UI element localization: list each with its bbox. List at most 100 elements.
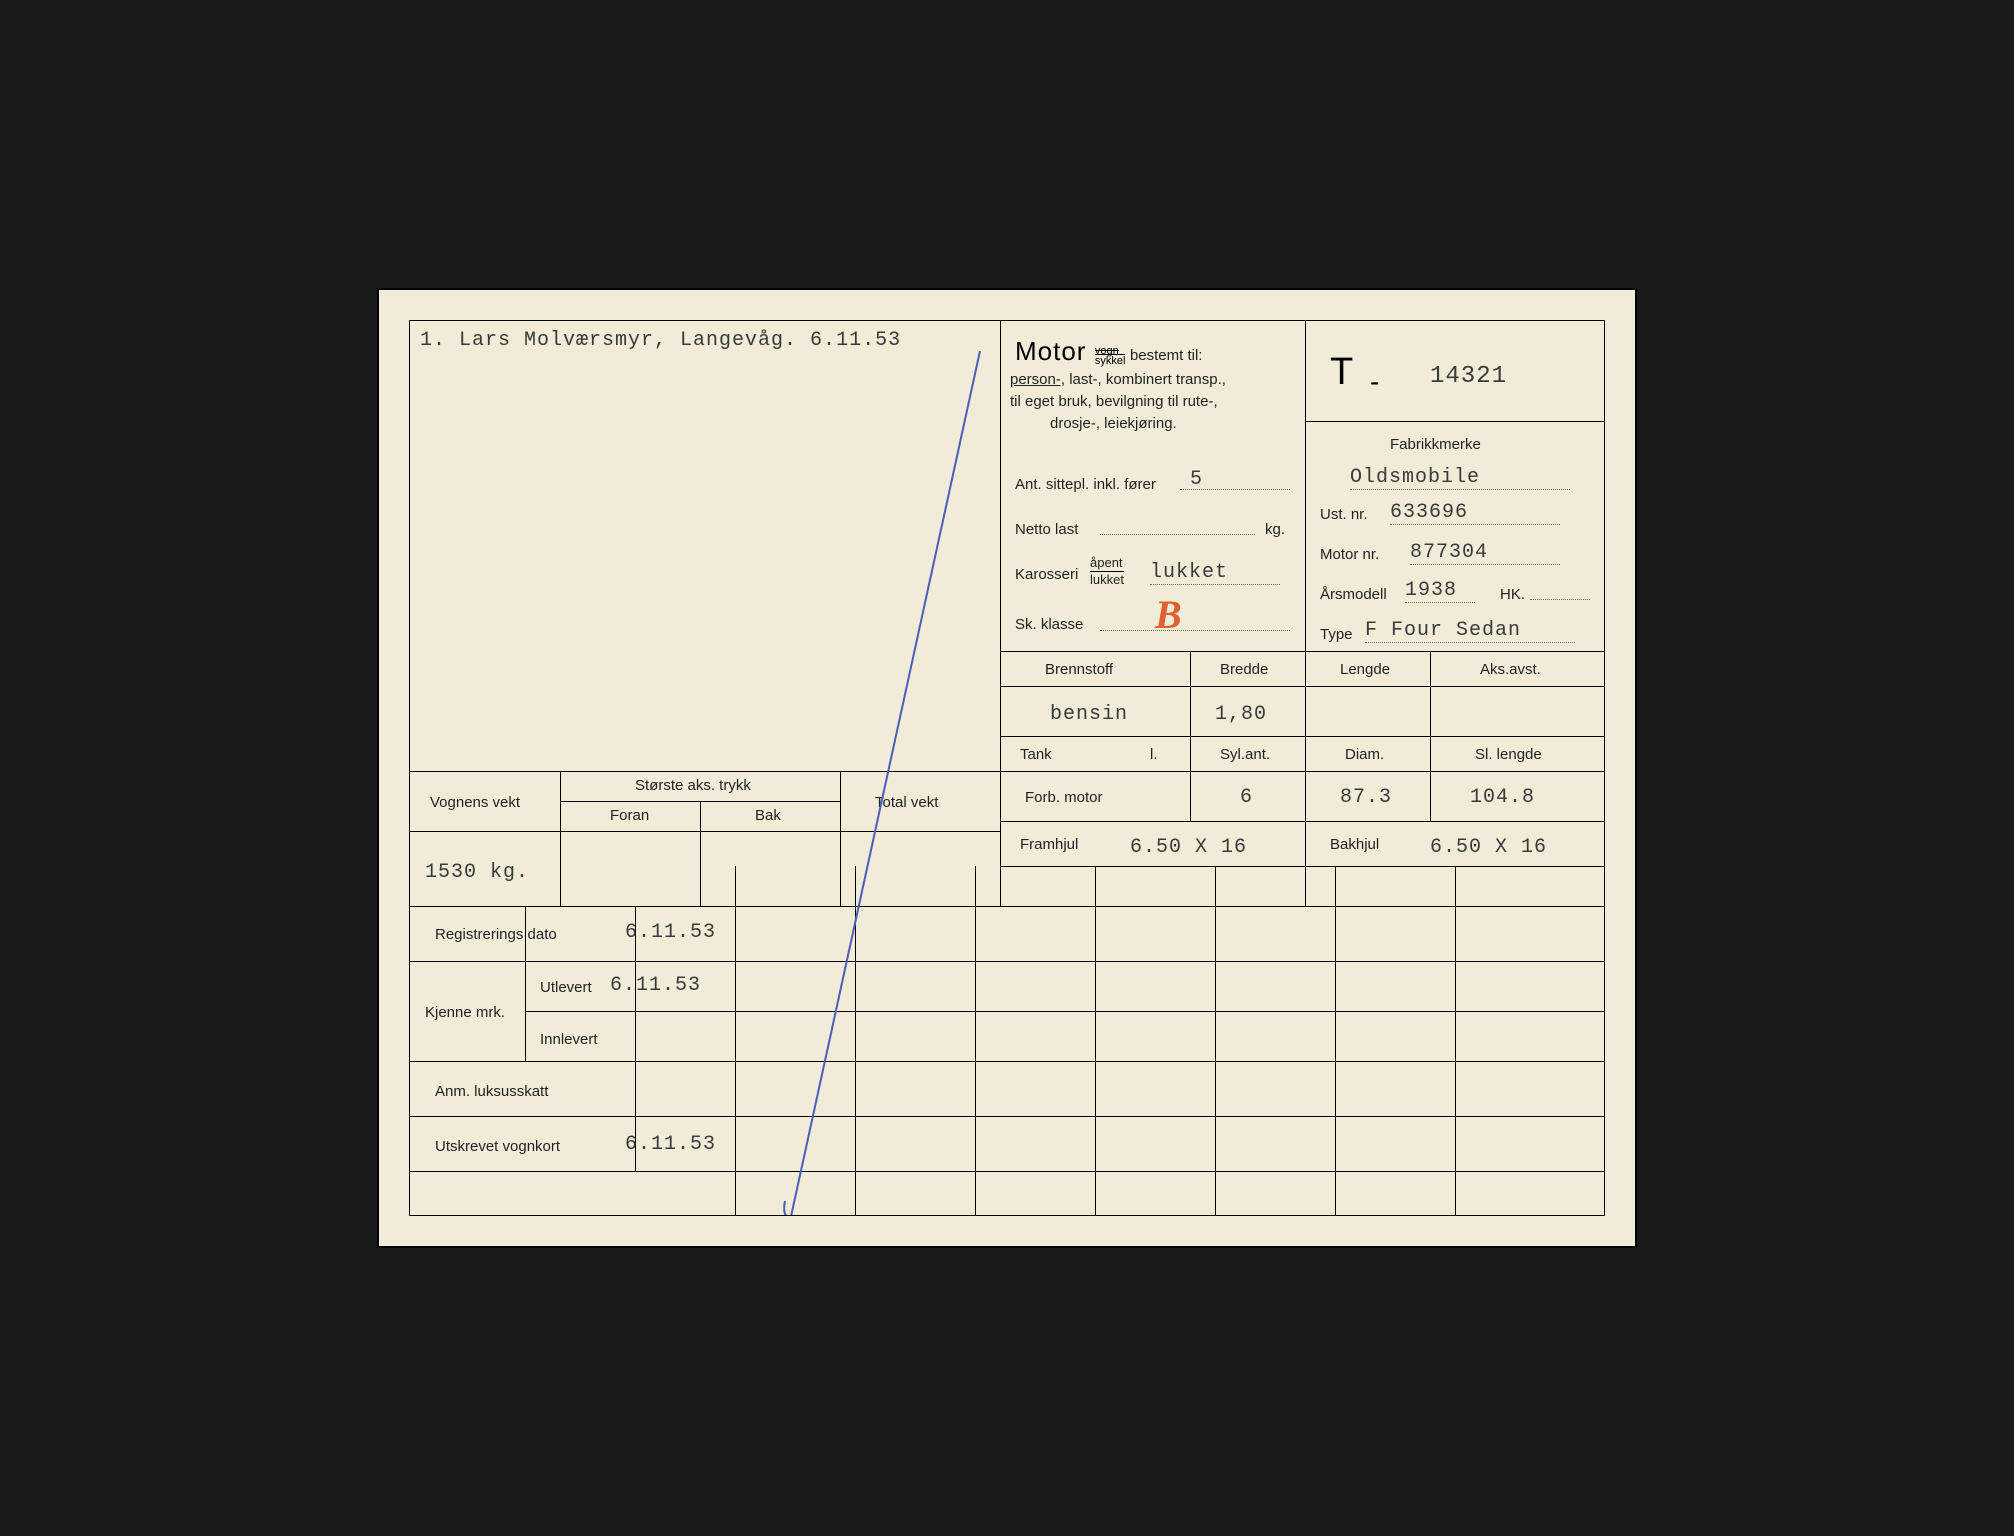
motornr-label: Motor nr. — [1320, 546, 1379, 563]
motor-line4: drosje-, leiekjøring. — [1050, 415, 1177, 432]
vb2 — [735, 866, 736, 1215]
vb8 — [1455, 866, 1456, 1215]
skklasse-line — [1100, 630, 1290, 631]
motor-line3: til eget bruk, bevilgning til rute-, — [1010, 393, 1300, 410]
sllengde-value: 104.8 — [1470, 786, 1535, 809]
forbmotor-label: Forb. motor — [1025, 789, 1103, 806]
owner-line: 1. Lars Molværsmyr, Langevåg. 6.11.53 — [420, 329, 901, 352]
regdato-value: 6.11.53 — [625, 921, 716, 944]
type-value: F Four Sedan — [1365, 619, 1575, 643]
h-spec4 — [1000, 771, 1604, 772]
utskrevet-value: 6.11.53 — [625, 1133, 716, 1156]
sykkel-label: sykkel — [1095, 354, 1126, 367]
anm-label: Anm. luksusskatt — [435, 1083, 548, 1100]
vs1 — [1190, 651, 1191, 821]
lengde-label: Lengde — [1340, 661, 1390, 678]
nettolast-line — [1100, 534, 1255, 535]
sllengde-label: Sl. lengde — [1475, 746, 1542, 763]
sylant-value: 6 — [1240, 786, 1253, 809]
ustnr-value: 633696 — [1390, 501, 1560, 525]
h-wt1 — [410, 771, 1000, 772]
hk-value — [1530, 586, 1590, 600]
diam-value: 87.3 — [1340, 786, 1392, 809]
motornr-value: 877304 — [1410, 541, 1560, 565]
ustnr-label: Ust. nr. — [1320, 506, 1368, 523]
registration-card: 1. Lars Molværsmyr, Langevåg. 6.11.53 T … — [377, 288, 1637, 1248]
motor-line2: person-, last-, kombinert transp., — [1010, 371, 1300, 388]
hb2 — [525, 1011, 1604, 1012]
motor-block: Motor vogn sykkel bestemt til: — [1015, 336, 1202, 367]
h-spec2 — [1000, 686, 1604, 687]
framhjul-label: Framhjul — [1020, 836, 1078, 853]
vb7 — [1335, 866, 1336, 1215]
regdato-label: Registrerings dato — [435, 926, 557, 943]
h-wt3 — [410, 831, 1000, 832]
sylant-label: Syl.ant. — [1220, 746, 1270, 763]
karosseri-label: Karosseri — [1015, 566, 1078, 583]
hb4 — [410, 1116, 1604, 1117]
motor-title: Motor — [1015, 336, 1086, 366]
h-spec6 — [1000, 866, 1604, 867]
utlevert-value: 6.11.53 — [610, 974, 701, 997]
skklasse-value: B — [1155, 591, 1182, 638]
foran-label: Foran — [610, 807, 649, 824]
brennstoff-value: bensin — [1050, 703, 1128, 726]
vw3 — [840, 771, 841, 906]
v1 — [1000, 321, 1001, 906]
vb4 — [975, 866, 976, 1215]
type-label: Type — [1320, 626, 1353, 643]
arsmodell-label: Årsmodell — [1320, 586, 1387, 603]
strike-svg — [410, 321, 1604, 1215]
plate-dash: - — [1370, 366, 1379, 398]
bakhjul-value: 6.50 X 16 — [1430, 836, 1547, 859]
plate-number: 14321 — [1430, 363, 1507, 390]
kjennemrk-label: Kjenne mrk. — [425, 1004, 505, 1021]
karosseri-apent: åpent — [1090, 555, 1123, 570]
totalvekt-label: Total vekt — [875, 794, 938, 811]
arsmodell-value: 1938 — [1405, 579, 1475, 603]
vognensvekt-value: 1530 kg. — [425, 861, 529, 884]
antsittepl-line — [1180, 489, 1290, 490]
vb5 — [1095, 866, 1096, 1215]
plate-prefix: T — [1330, 351, 1353, 394]
skklasse-label: Sk. klasse — [1015, 616, 1083, 633]
tank-label: Tank — [1020, 746, 1052, 763]
h-spec5 — [1000, 821, 1604, 822]
h-spec1 — [1000, 651, 1604, 652]
bredde-label: Bredde — [1220, 661, 1268, 678]
hk-label: HK. — [1500, 586, 1525, 603]
framhjul-value: 6.50 X 16 — [1130, 836, 1247, 859]
karosseri-lukket-label: lukket — [1090, 571, 1124, 587]
bak-label: Bak — [755, 807, 781, 824]
vw1 — [560, 771, 561, 906]
innlevert-label: Innlevert — [540, 1031, 598, 1048]
vb6 — [1215, 866, 1216, 1215]
tank-l: l. — [1150, 746, 1158, 763]
vs3 — [1430, 651, 1431, 821]
h-bottom1 — [410, 906, 1604, 907]
karosseri-value: lukket — [1150, 561, 1280, 585]
hb1 — [410, 961, 1604, 962]
aksavst-label: Aks.avst. — [1480, 661, 1541, 678]
brennstoff-label: Brennstoff — [1045, 661, 1113, 678]
person-underline: person-, — [1010, 371, 1065, 388]
storsteaks-label: Største aks. trykk — [635, 777, 751, 794]
hb3 — [410, 1061, 1604, 1062]
nettolast-label: Netto last — [1015, 521, 1078, 538]
diam-label: Diam. — [1345, 746, 1384, 763]
vw2 — [700, 801, 701, 906]
fabrikkmerke-label: Fabrikkmerke — [1390, 436, 1481, 453]
antsittepl-value: 5 — [1190, 468, 1203, 491]
card-inner: 1. Lars Molværsmyr, Langevåg. 6.11.53 T … — [409, 320, 1605, 1216]
motor-line2-rest: last-, kombinert transp., — [1065, 371, 1226, 388]
antsittepl-label: Ant. sittepl. inkl. fører — [1015, 476, 1156, 493]
bestemt-label: bestemt til: — [1130, 347, 1203, 364]
vognensvekt-label: Vognens vekt — [430, 794, 520, 811]
nettolast-kg: kg. — [1265, 521, 1285, 538]
fabrikkmerke-value: Oldsmobile — [1350, 466, 1570, 490]
hb5 — [410, 1171, 1604, 1172]
utlevert-label: Utlevert — [540, 979, 592, 996]
bakhjul-label: Bakhjul — [1330, 836, 1379, 853]
vb3 — [855, 866, 856, 1215]
bredde-value: 1,80 — [1215, 703, 1267, 726]
